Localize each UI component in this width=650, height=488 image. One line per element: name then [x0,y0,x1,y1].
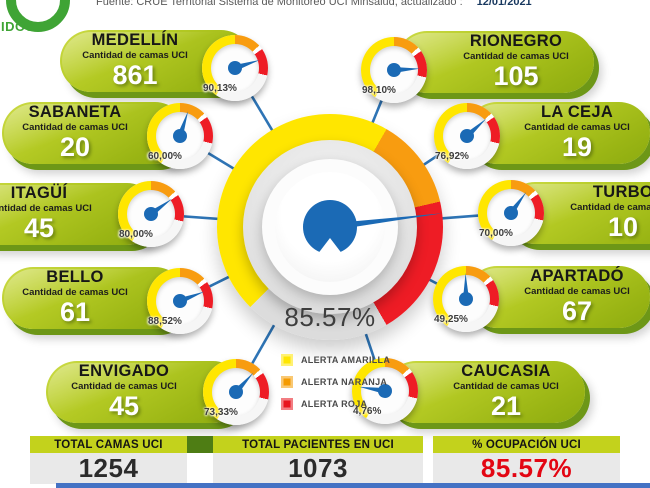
city-name: TURBO [592,183,650,202]
source-text: Fuente: CRUE Territorial Sistema de Moni… [96,0,463,8]
city-beds-value: 45 [23,213,55,244]
gauge-hub [173,129,187,143]
gauge-percent: 60,00% [148,151,182,162]
gauge-percent: 88,52% [148,316,182,327]
city-name: CAUCASIA [461,362,551,381]
gauge-percent: 98,10% [362,85,396,96]
total-beds-box: TOTAL CAMAS UCI 1254 [30,436,187,484]
city-name: LA CEJA [540,103,614,122]
city-name: MEDELLÍN [91,31,179,50]
red-alert-icon [281,397,293,410]
occupancy-box: % OCUPACIÓN UCI 85.57% [433,436,620,484]
gauge-hub [228,61,242,75]
city-beds-value: 105 [493,61,539,92]
alert-legend: ALERTA AMARILLA ALERTA NARANJA ALERTA RO… [281,352,390,418]
city-subtitle: Cantidad de camas UCI [570,201,650,213]
city-subtitle: Cantidad de camas UCI [22,286,128,298]
city-gauge: 73,33% [203,359,269,425]
gauge-percent: 70,00% [479,228,513,239]
city-beds-value: 20 [59,132,91,163]
legend-label: ALERTA ROJA [301,398,368,409]
city-subtitle: Cantidad de camas UCI [463,50,569,62]
city-name: ENVIGADO [78,362,170,381]
legend-item-amarilla: ALERTA AMARILLA [281,352,390,367]
city-beds-value: 61 [59,297,91,328]
city-gauge: 90,13% [202,35,268,101]
orange-alert-icon [281,375,293,388]
gauge-hub [460,129,474,143]
city-beds-value: 67 [561,296,593,327]
city-beds-value: 19 [561,132,593,163]
city-pill: CAUCASIA Cantidad de camas UCI 21 [385,361,585,423]
city-subtitle: Cantidad de camas UCI [22,121,128,133]
gauge-hub [229,385,243,399]
occupancy-header: % OCUPACIÓN UCI [433,436,620,453]
gauge-percent: 4,76% [353,406,382,417]
city-beds-value: 45 [108,391,140,422]
city-name: SABANETA [28,103,122,122]
gauge-percent: 80,00% [119,229,153,240]
occupancy-percentage: 85.57% [284,302,376,332]
main-occupancy-gauge: 85.57% [217,114,443,340]
gauge-percent: 90,13% [203,83,237,94]
total-patients-box: TOTAL PACIENTES EN UCI 1073 [213,436,423,484]
gauge-hub [387,63,401,77]
gauge-ring [434,103,500,169]
city-name: RIONEGRO [469,32,563,51]
city-pill: APARTADÓ Cantidad de camas UCI 67 [466,266,650,328]
city-subtitle: Cantidad de camas UCI [524,285,630,297]
legend-label: ALERTA NARANJA [301,376,388,387]
city-subtitle: Cantidad de camas UCI [524,121,630,133]
gauge-hub [173,294,187,308]
city-pill: RIONEGRO Cantidad de camas UCI 105 [396,31,594,93]
header-separator [187,436,213,453]
city-gauge: 4,76% [352,358,418,424]
gauge-percent: 73,33% [204,407,238,418]
city-subtitle: Cantidad de camas UCI [71,380,177,392]
source-line: Fuente: CRUE Territorial Sistema de Moni… [96,0,532,8]
speedometer-icon [303,200,357,254]
city-gauge: 98,10% [361,37,427,103]
city-beds-value: 21 [490,391,522,422]
gauge-percent: 49,25% [434,314,468,325]
gauge-hub [459,292,473,306]
city-subtitle: Cantidad de camas UCI [453,380,559,392]
legend-label: ALERTA AMARILLA [301,354,391,365]
total-patients-value: 1073 [213,453,423,484]
legend-item-roja: ALERTA ROJA [281,396,390,411]
total-beds-value: 1254 [30,453,187,484]
gauge-percent: 76,92% [435,151,469,162]
city-subtitle: Cantidad de camas UCI [82,49,188,61]
update-date: 12/01/2021 [476,0,532,8]
gauge-hub [504,206,518,220]
total-patients-header: TOTAL PACIENTES EN UCI [213,436,423,453]
city-gauge: 76,92% [434,103,500,169]
logo-text: IDOS [1,19,35,34]
city-gauge: 60,00% [147,103,213,169]
city-gauge: 49,25% [433,266,499,332]
gauge-hub [144,207,158,221]
city-name: BELLO [46,268,104,287]
legend-item-naranja: ALERTA NARANJA [281,374,390,389]
city-gauge: 70,00% [478,180,544,246]
gauge-hub [378,384,392,398]
total-beds-header: TOTAL CAMAS UCI [30,436,187,453]
bottom-blue-bar [56,483,650,488]
yellow-alert-icon [281,353,293,366]
city-beds-value: 861 [112,60,158,91]
city-name: APARTADÓ [530,267,624,286]
city-name: ITAGÜÍ [10,184,68,203]
city-subtitle: Cantidad de camas UCI [0,202,92,214]
occupancy-value: 85.57% [433,453,620,484]
city-beds-value: 10 [607,212,639,243]
city-gauge: 80,00% [118,181,184,247]
city-gauge: 88,52% [147,268,213,334]
